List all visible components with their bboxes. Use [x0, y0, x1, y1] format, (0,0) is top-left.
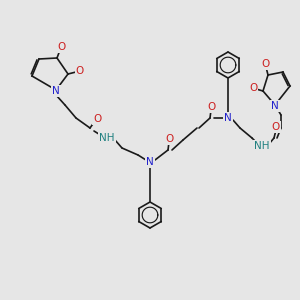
Text: O: O: [57, 42, 65, 52]
Text: O: O: [249, 83, 257, 93]
Text: NH: NH: [254, 141, 270, 151]
Text: O: O: [76, 66, 84, 76]
Text: N: N: [271, 101, 279, 111]
Text: O: O: [261, 59, 269, 69]
Text: N: N: [146, 157, 154, 167]
Text: N: N: [224, 113, 232, 123]
Text: NH: NH: [99, 133, 115, 143]
Text: O: O: [165, 134, 173, 144]
Text: O: O: [272, 122, 280, 132]
Text: O: O: [207, 102, 215, 112]
Text: N: N: [52, 86, 60, 96]
Text: O: O: [93, 114, 101, 124]
